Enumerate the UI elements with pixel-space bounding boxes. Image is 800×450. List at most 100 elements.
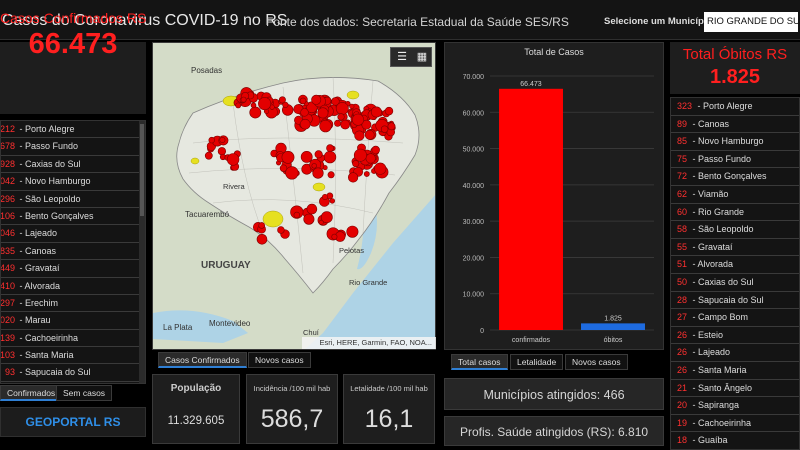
case-marker[interactable] [312, 167, 324, 179]
case-marker[interactable] [329, 198, 336, 204]
case-marker[interactable] [352, 113, 365, 126]
case-marker[interactable] [323, 150, 337, 164]
case-marker[interactable] [326, 144, 334, 152]
case-marker[interactable] [331, 233, 338, 240]
case-marker[interactable] [335, 102, 349, 115]
list-item[interactable]: 26 - Lajeado [671, 344, 799, 362]
case-marker[interactable] [204, 151, 213, 160]
case-marker[interactable] [226, 153, 240, 166]
case-marker[interactable] [300, 151, 313, 163]
case-marker[interactable] [282, 101, 289, 109]
case-marker[interactable] [370, 106, 382, 118]
confirmed-cases-list[interactable]: 212 - Porto Alegre 678 - Passo Fundo 928 -… [0, 120, 146, 384]
case-marker[interactable] [327, 171, 335, 179]
list-item[interactable]: 26 - Esteio [671, 327, 799, 345]
case-marker[interactable] [320, 211, 333, 224]
case-markers[interactable] [204, 87, 396, 245]
case-marker[interactable] [217, 147, 226, 156]
case-marker[interactable] [334, 119, 342, 127]
list-item[interactable]: 449 - Gravataí [1, 260, 145, 278]
grid-icon[interactable]: ▦ [416, 51, 428, 63]
case-marker[interactable] [353, 148, 367, 162]
case-marker[interactable] [364, 129, 375, 140]
case-marker[interactable] [363, 171, 370, 177]
case-marker[interactable] [348, 172, 359, 183]
list-item[interactable]: 042 - Novo Hamburgo [1, 173, 145, 191]
list-item[interactable]: 19 - Cachoeirinha [671, 415, 799, 433]
list-item[interactable]: 323 - Porto Alegre [671, 98, 799, 116]
case-marker[interactable] [319, 119, 332, 133]
case-marker[interactable] [361, 119, 372, 130]
case-marker[interactable] [219, 137, 226, 144]
case-marker[interactable] [258, 222, 265, 229]
case-marker[interactable] [384, 106, 394, 116]
case-marker[interactable] [256, 234, 268, 245]
list-item[interactable]: 89 - Canoas [671, 116, 799, 134]
case-marker[interactable] [293, 211, 301, 219]
list-item[interactable]: 58 - São Leopoldo [671, 221, 799, 239]
case-marker[interactable] [371, 145, 380, 155]
case-marker[interactable] [278, 96, 286, 104]
case-marker[interactable] [285, 166, 299, 180]
case-marker[interactable] [322, 194, 329, 201]
list-item[interactable]: 20 - Sapiranga [671, 397, 799, 415]
tab-casos-confirmados[interactable]: Casos Confirmados [158, 352, 247, 368]
list-item[interactable]: 18 - Guaíba [671, 432, 799, 449]
case-marker[interactable] [277, 226, 285, 234]
list-item[interactable]: 410 - Alvorada [1, 278, 145, 295]
case-marker[interactable] [299, 118, 311, 130]
list-item[interactable]: 50 - Caxias do Sul [671, 274, 799, 292]
list-item[interactable]: 103 - Santa Maria [1, 347, 145, 365]
case-marker[interactable] [352, 160, 360, 168]
case-marker[interactable] [240, 96, 247, 103]
confirmed-list-scrollbar[interactable] [139, 121, 145, 383]
case-marker[interactable] [250, 102, 257, 109]
tab-novos-casos-map[interactable]: Novos casos [248, 352, 311, 368]
bar-confirmados[interactable] [499, 88, 563, 330]
list-item[interactable]: 27 - Campo Bom [671, 309, 799, 327]
list-item[interactable]: 62 - Viamão [671, 186, 799, 204]
case-marker[interactable] [279, 164, 288, 172]
case-marker[interactable] [331, 97, 340, 106]
case-marker[interactable] [346, 225, 359, 238]
case-marker[interactable] [380, 125, 389, 133]
confirmed-list-scrollbar-thumb[interactable] [140, 124, 144, 216]
case-marker[interactable] [258, 97, 272, 111]
case-marker[interactable] [365, 153, 376, 164]
list-item[interactable]: 55 - Gravataí [671, 239, 799, 257]
list-item[interactable]: 26 - Santa Maria [671, 362, 799, 380]
case-marker[interactable] [374, 162, 387, 175]
list-item[interactable]: 020 - Marau [1, 312, 145, 330]
case-marker[interactable] [354, 130, 365, 141]
case-marker[interactable] [208, 136, 215, 144]
list-item[interactable]: 835 - Canoas [1, 243, 145, 261]
list-item[interactable]: 93 - Sapucaia do Sul [1, 364, 145, 382]
tab-confirmados[interactable]: Confirmados [0, 385, 63, 401]
case-marker[interactable] [281, 150, 295, 164]
geoportal-link[interactable]: GEOPORTAL RS [0, 407, 146, 437]
case-marker[interactable] [349, 103, 355, 110]
tab-letalidade[interactable]: Letalidade [510, 354, 564, 370]
tab-total-casos[interactable]: Total casos [451, 354, 508, 370]
case-marker[interactable] [303, 213, 315, 225]
list-item[interactable]: 297 - Erechim [1, 295, 145, 313]
case-marker[interactable] [340, 119, 350, 130]
case-marker[interactable] [306, 203, 318, 215]
case-marker[interactable] [314, 150, 323, 159]
case-marker[interactable] [299, 97, 307, 105]
list-item[interactable]: 678 - Passo Fundo [1, 138, 145, 156]
municipality-select[interactable]: RIO GRANDE DO SUL [704, 12, 798, 32]
list-item[interactable]: 72 - Bento Gonçalves [671, 168, 799, 186]
bar-óbitos[interactable] [581, 323, 645, 330]
case-marker[interactable] [300, 108, 309, 117]
case-marker[interactable] [387, 122, 396, 131]
list-item[interactable]: 046 - Lajeado [1, 225, 145, 243]
list-item[interactable]: 928 - Caxias do Sul [1, 156, 145, 174]
case-marker[interactable] [235, 102, 242, 109]
list-item[interactable]: 75 - Passo Fundo [671, 151, 799, 169]
deaths-list[interactable]: 323 - Porto Alegre 89 - Canoas 85 - Novo H… [670, 97, 800, 450]
case-marker[interactable] [249, 106, 262, 119]
list-item[interactable]: 28 - Sapucaia do Sul [671, 292, 799, 310]
list-item[interactable]: 21 - Santo Ângelo [671, 380, 799, 398]
tab-novos-casos-chart[interactable]: Novos casos [565, 354, 628, 370]
